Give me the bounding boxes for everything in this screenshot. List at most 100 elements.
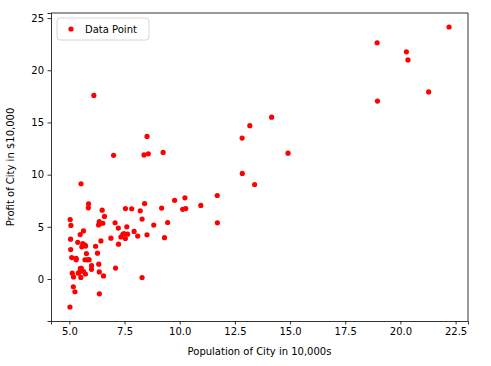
tick: 20.0 xyxy=(390,321,412,337)
legend-label: Data Point xyxy=(85,24,137,35)
tick-label: 20.0 xyxy=(390,326,412,337)
legend-frame xyxy=(57,18,149,40)
data-point xyxy=(446,24,451,29)
data-point xyxy=(215,193,220,198)
points xyxy=(67,24,451,309)
data-point xyxy=(71,284,76,289)
data-point xyxy=(426,89,431,94)
tick-mark xyxy=(456,321,457,325)
data-point xyxy=(139,275,144,280)
tick: 0 xyxy=(38,274,51,285)
tick-mark xyxy=(235,321,236,325)
tick: 12.5 xyxy=(224,321,246,337)
data-point xyxy=(68,217,73,222)
data-point xyxy=(111,153,116,158)
data-point xyxy=(240,171,245,176)
tick: 10.0 xyxy=(169,321,191,337)
data-point xyxy=(97,291,102,296)
tick-mark xyxy=(48,122,52,123)
data-point xyxy=(240,136,245,141)
x-axis: 5.0 7.5 10.0 12.5 15.0 17.5 20.0 22.5 xyxy=(52,321,469,337)
tick-label: 22.5 xyxy=(445,326,467,337)
data-point xyxy=(97,269,102,274)
data-point xyxy=(95,251,100,256)
tick-label: 12.5 xyxy=(224,326,246,337)
data-point xyxy=(144,232,149,237)
tick-label: 7.5 xyxy=(117,326,133,337)
data-point xyxy=(404,49,409,54)
data-point xyxy=(116,242,121,247)
tick: 25 xyxy=(31,13,51,24)
tick-mark xyxy=(48,18,52,19)
plot-area: 5.07.510.012.515.017.520.022.50510152025 xyxy=(31,13,468,337)
data-point xyxy=(139,216,144,221)
data-point xyxy=(159,205,164,210)
tick-mark xyxy=(290,321,291,325)
data-point xyxy=(78,275,83,280)
data-point xyxy=(82,257,87,262)
chart: 5.07.510.012.515.017.520.022.50510152025… xyxy=(0,0,491,366)
tick-label: 10 xyxy=(31,169,44,180)
tick-mark xyxy=(69,321,70,325)
tick-label: 5 xyxy=(38,222,44,233)
data-point xyxy=(102,214,107,219)
tick: 17.5 xyxy=(335,321,357,337)
frame-right xyxy=(468,13,469,321)
tick-mark xyxy=(48,279,52,280)
data-point xyxy=(100,208,105,213)
tick: 7.5 xyxy=(117,321,133,337)
data-point xyxy=(125,232,130,237)
tick-label: 25 xyxy=(31,13,44,24)
tick: 5 xyxy=(38,222,51,233)
data-point xyxy=(172,198,177,203)
tick: 20 xyxy=(31,65,51,76)
data-point xyxy=(132,229,137,234)
y-axis: 0510152025 xyxy=(31,13,51,322)
data-point xyxy=(67,304,72,309)
data-point xyxy=(162,235,167,240)
data-point xyxy=(183,206,188,211)
data-point xyxy=(68,247,73,252)
data-point xyxy=(100,221,105,226)
data-point xyxy=(269,115,274,120)
axis-line xyxy=(48,14,52,322)
tick-label: 15.0 xyxy=(279,326,301,337)
data-point xyxy=(252,182,257,187)
data-point xyxy=(78,181,83,186)
data-point xyxy=(118,234,123,239)
data-point xyxy=(129,206,134,211)
tick-label: 0 xyxy=(38,274,44,285)
data-point xyxy=(151,222,156,227)
tick-mark xyxy=(48,175,52,176)
data-point xyxy=(68,223,73,228)
x-axis-label: Population of City in 10,000s xyxy=(188,346,332,357)
tick: 22.5 xyxy=(445,321,467,337)
tick-label: 20 xyxy=(31,65,44,76)
frame-top xyxy=(51,13,468,14)
data-point xyxy=(75,240,80,245)
data-point xyxy=(142,201,147,206)
data-point xyxy=(138,208,143,213)
legend-marker xyxy=(68,26,73,31)
tick-mark xyxy=(125,321,126,325)
tick-mark xyxy=(180,321,181,325)
data-point xyxy=(146,151,151,156)
tick-mark xyxy=(345,321,346,325)
data-point xyxy=(68,237,73,242)
data-point xyxy=(101,273,106,278)
data-point xyxy=(80,241,85,246)
data-point xyxy=(86,201,91,206)
data-point xyxy=(93,244,98,249)
tick-mark xyxy=(48,227,52,228)
axis-line xyxy=(52,322,469,325)
data-point xyxy=(89,267,94,272)
data-point xyxy=(247,123,252,128)
data-point xyxy=(405,57,410,62)
tick-label: 5.0 xyxy=(62,326,78,337)
data-point xyxy=(144,134,149,139)
data-point xyxy=(108,236,113,241)
data-point xyxy=(112,220,117,225)
data-point xyxy=(96,262,101,267)
legend: Data Point xyxy=(57,18,149,40)
data-point xyxy=(69,255,74,260)
